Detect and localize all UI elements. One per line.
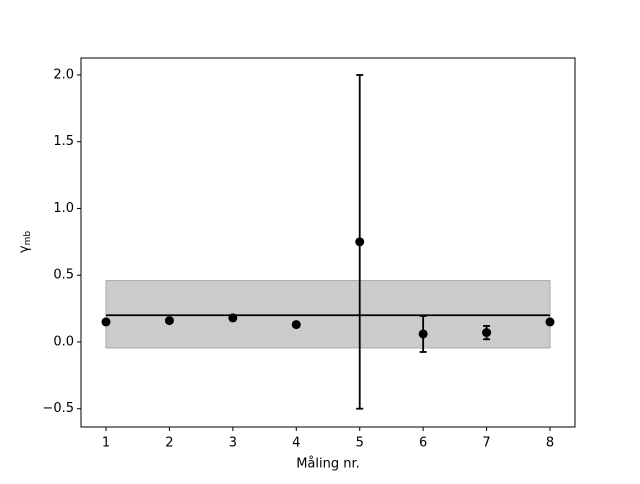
x-tick-label: 3 <box>229 436 237 451</box>
x-tick-label: 8 <box>546 436 554 451</box>
y-axis-label: γmb <box>17 231 33 253</box>
y-label-subscript: mb <box>23 231 33 246</box>
y-tick-label: −0.5 <box>42 401 74 416</box>
point <box>101 317 111 327</box>
point <box>291 320 301 330</box>
x-tick-label: 6 <box>419 436 427 451</box>
y-tick-label: 1.0 <box>53 201 74 216</box>
y-label-symbol: γ <box>17 245 32 253</box>
plot-frame <box>80 57 576 428</box>
point <box>228 313 238 323</box>
point <box>418 329 428 339</box>
x-tick-label: 4 <box>292 436 300 451</box>
y-tick-label: 1.5 <box>53 134 74 149</box>
y-tick-label: 2.0 <box>53 67 74 82</box>
x-tick-label: 7 <box>482 436 490 451</box>
point <box>545 317 555 327</box>
point <box>482 328 492 338</box>
point <box>355 237 365 247</box>
x-tick-label: 5 <box>356 436 364 451</box>
band <box>105 280 551 349</box>
y-tick-label: 0.0 <box>53 334 74 349</box>
x-tick-label: 1 <box>102 436 110 451</box>
x-tick-label: 2 <box>165 436 173 451</box>
point <box>164 316 174 326</box>
x-axis-label: Måling nr. <box>296 457 360 472</box>
y-tick-label: 0.5 <box>53 268 74 283</box>
